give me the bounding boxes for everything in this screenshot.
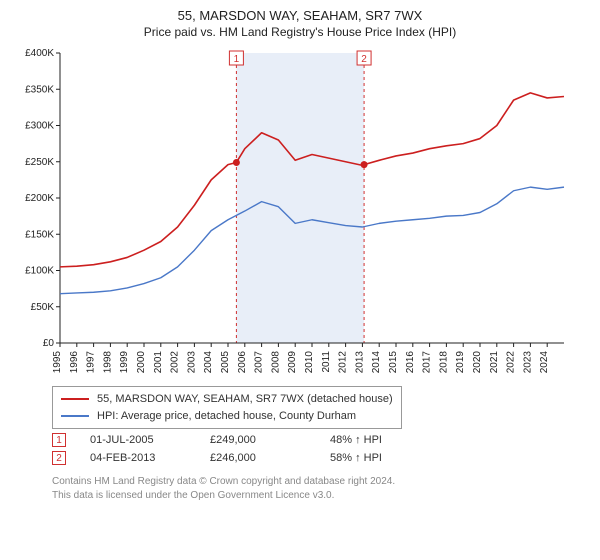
tx-marker: 1 xyxy=(52,433,66,447)
svg-text:1998: 1998 xyxy=(102,351,113,374)
transaction-row: 1 01-JUL-2005 £249,000 48% ↑ HPI xyxy=(52,433,588,447)
svg-text:£350K: £350K xyxy=(25,84,54,95)
svg-text:2011: 2011 xyxy=(321,351,332,373)
svg-text:2016: 2016 xyxy=(405,351,416,374)
svg-text:£200K: £200K xyxy=(25,193,54,204)
svg-text:2009: 2009 xyxy=(287,351,298,374)
svg-text:2024: 2024 xyxy=(539,351,550,374)
svg-text:2022: 2022 xyxy=(506,351,517,374)
svg-text:1997: 1997 xyxy=(86,351,97,374)
svg-text:2023: 2023 xyxy=(522,351,533,374)
legend-swatch xyxy=(61,398,89,400)
title-block: 55, MARSDON WAY, SEAHAM, SR7 7WX Price p… xyxy=(12,8,588,39)
legend-label: HPI: Average price, detached house, Coun… xyxy=(97,408,356,425)
legend-row: 55, MARSDON WAY, SEAHAM, SR7 7WX (detach… xyxy=(61,391,393,408)
svg-text:2014: 2014 xyxy=(371,351,382,374)
svg-text:£400K: £400K xyxy=(25,48,54,59)
svg-text:2005: 2005 xyxy=(220,351,231,374)
legend-label: 55, MARSDON WAY, SEAHAM, SR7 7WX (detach… xyxy=(97,391,393,408)
svg-text:2002: 2002 xyxy=(170,351,181,374)
svg-text:2010: 2010 xyxy=(304,351,315,374)
svg-text:2012: 2012 xyxy=(338,351,349,374)
svg-text:1: 1 xyxy=(234,54,240,65)
svg-text:2006: 2006 xyxy=(237,351,248,374)
legend-row: HPI: Average price, detached house, Coun… xyxy=(61,408,393,425)
title-address: 55, MARSDON WAY, SEAHAM, SR7 7WX xyxy=(12,8,588,23)
tx-price: £249,000 xyxy=(210,434,330,446)
svg-text:2018: 2018 xyxy=(438,351,449,374)
svg-text:2015: 2015 xyxy=(388,351,399,374)
svg-text:1996: 1996 xyxy=(69,351,80,374)
svg-text:2020: 2020 xyxy=(472,351,483,374)
legend: 55, MARSDON WAY, SEAHAM, SR7 7WX (detach… xyxy=(52,386,402,429)
transaction-row: 2 04-FEB-2013 £246,000 58% ↑ HPI xyxy=(52,451,588,465)
footnote-line: This data is licensed under the Open Gov… xyxy=(52,489,588,503)
svg-text:2: 2 xyxy=(361,54,367,65)
svg-text:2013: 2013 xyxy=(354,351,365,374)
tx-delta: 58% ↑ HPI xyxy=(330,452,450,464)
tx-delta: 48% ↑ HPI xyxy=(330,434,450,446)
svg-text:2021: 2021 xyxy=(489,351,500,374)
tx-marker: 2 xyxy=(52,451,66,465)
svg-text:2008: 2008 xyxy=(270,351,281,374)
svg-text:2007: 2007 xyxy=(254,351,265,374)
svg-text:2017: 2017 xyxy=(422,351,433,374)
svg-text:£100K: £100K xyxy=(25,266,54,277)
svg-text:2019: 2019 xyxy=(455,351,466,374)
chart-svg: £0 £50K £100K £150K £200K £250K £300K £350K £400… xyxy=(12,45,572,375)
footnote-line: Contains HM Land Registry data © Crown c… xyxy=(52,475,588,489)
tx-date: 01-JUL-2005 xyxy=(90,434,210,446)
svg-text:£150K: £150K xyxy=(25,229,54,240)
chart-container: 55, MARSDON WAY, SEAHAM, SR7 7WX Price p… xyxy=(0,0,600,510)
svg-text:£50K: £50K xyxy=(31,302,55,313)
footnote: Contains HM Land Registry data © Crown c… xyxy=(52,475,588,502)
svg-text:£0: £0 xyxy=(43,338,55,349)
svg-text:1999: 1999 xyxy=(119,351,130,374)
svg-text:2004: 2004 xyxy=(203,351,214,374)
chart: £0 £50K £100K £150K £200K £250K £300K £350K £400… xyxy=(12,45,588,380)
svg-text:1995: 1995 xyxy=(52,351,63,374)
svg-text:2003: 2003 xyxy=(186,351,197,374)
tx-price: £246,000 xyxy=(210,452,330,464)
svg-text:2000: 2000 xyxy=(136,351,147,374)
tx-date: 04-FEB-2013 xyxy=(90,452,210,464)
svg-text:£250K: £250K xyxy=(25,157,54,168)
title-subtitle: Price paid vs. HM Land Registry's House … xyxy=(12,25,588,39)
svg-text:2001: 2001 xyxy=(153,351,164,374)
legend-swatch xyxy=(61,415,89,417)
svg-text:£300K: £300K xyxy=(25,121,54,132)
